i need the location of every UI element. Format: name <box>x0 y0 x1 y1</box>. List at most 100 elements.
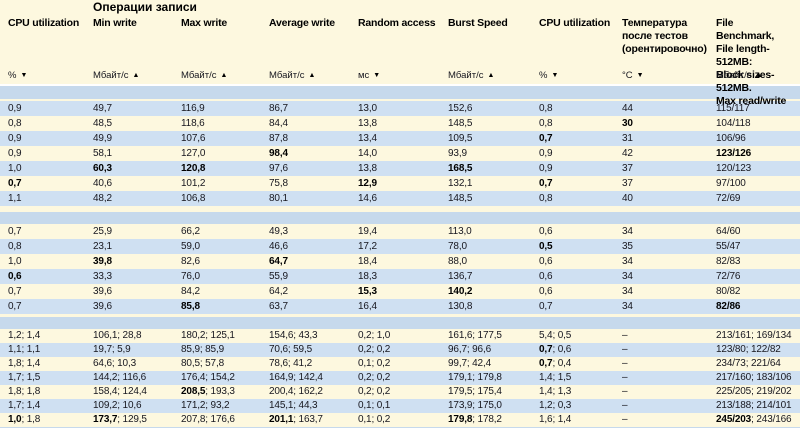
column-header: File Benchmark, File length-512MB: Block… <box>716 17 787 107</box>
table-row: 1,8; 1,4 64,6; 10,3 80,5; 57,8 78,6; 41,2 0,… <box>0 357 800 371</box>
table-row: 0,7 25,9 66,2 49,3 19,4 113,0 0,6 34 64/60 <box>0 224 800 239</box>
table-cell: 98,4 <box>269 148 288 159</box>
table-cell: 0,7 <box>8 286 22 297</box>
write-operations-group-label: Операции записи <box>93 0 197 14</box>
column-header: CPU utilization <box>539 17 611 29</box>
table-cell: 1,1; 1,1 <box>8 344 41 355</box>
sort-asc-icon: ▲ <box>487 72 495 79</box>
sort-asc-icon: ▲ <box>132 72 140 79</box>
table-row: 0,8 23,1 59,0 46,6 17,2 78,0 0,5 35 55/47 <box>0 239 800 254</box>
table-cell: 0,8 <box>8 241 22 252</box>
table-row: 1,7; 1,5 144,2; 116,6 176,4; 154,2 164,9; 1… <box>0 371 800 385</box>
table-cell: 18,4 <box>358 256 377 267</box>
table-cell: 40 <box>622 193 633 204</box>
table-cell: 19,4 <box>358 226 377 237</box>
table-cell: 80/82 <box>716 286 741 297</box>
table-cell: 13,4 <box>358 133 377 144</box>
table-cell: 14,6 <box>358 193 377 204</box>
table-row: 0,9 58,1 127,0 98,4 14,0 93,9 0,9 42 123/126 <box>0 146 800 161</box>
table-cell: 201,1; 163,7 <box>269 414 323 425</box>
table-cell: 40,6 <box>93 178 112 189</box>
table-cell: 18,3 <box>358 271 377 282</box>
table-cell: 0,6 <box>539 271 553 282</box>
table-body: 0,9 49,7 116,9 86,7 13,0 152,6 0,8 44 115/117 0,8… <box>0 86 800 428</box>
table-cell: 161,6; 177,5 <box>448 330 502 341</box>
sort-asc-icon: ▲ <box>755 72 763 79</box>
column-header: Max write <box>181 17 228 29</box>
table-cell: 49,3 <box>269 226 288 237</box>
table-cell: 33,3 <box>93 271 112 282</box>
group-spacer <box>0 317 800 329</box>
units-row: % ▼ Мбайт/с ▲ Мбайт/с ▲ Мбайт/с ▲ мс ▼ Мбайт/с ▲% ▼ °… <box>0 70 800 81</box>
table-cell: 234/73; 221/64 <box>716 358 781 369</box>
table-cell: 0,8 <box>539 118 553 129</box>
table-cell: 123/80; 122/82 <box>716 344 781 355</box>
table-row: 0,7 39,6 85,8 63,7 16,4 130,8 0,7 34 82/86 <box>0 299 800 314</box>
table-cell: 49,7 <box>93 103 112 114</box>
group-gap <box>0 314 800 317</box>
table-cell: 0,9 <box>539 163 553 174</box>
table-cell: 31 <box>622 133 633 144</box>
group-spacer <box>0 212 800 224</box>
table-cell: 207,8; 176,6 <box>181 414 235 425</box>
column-header: Average write <box>269 17 335 29</box>
table-cell: 208,5; 193,3 <box>181 386 235 397</box>
table-cell: – <box>622 330 628 341</box>
table-cell: 30 <box>622 118 633 129</box>
table-cell: 109,2; 10,6 <box>93 400 142 411</box>
sort-asc-icon: ▲ <box>220 72 228 79</box>
table-cell: 106/96 <box>716 133 746 144</box>
sort-desc-icon: ▼ <box>373 72 381 79</box>
table-cell: 99,7; 42,4 <box>448 358 492 369</box>
table-cell: 1,8; 1,4 <box>8 358 41 369</box>
table-cell: 34 <box>622 256 633 267</box>
table-row: 1,1 48,2 106,8 80,1 14,6 148,5 0,8 40 72/69 <box>0 191 800 206</box>
table-cell: 217/160; 183/106 <box>716 372 792 383</box>
table-cell: 59,0 <box>181 241 200 252</box>
table-cell: 84,2 <box>181 286 200 297</box>
group-spacer <box>0 86 800 101</box>
table-row: 1,0 39,8 82,6 64,7 18,4 88,0 0,6 34 82/83 <box>0 254 800 269</box>
table-cell: 19,7; 5,9 <box>93 344 131 355</box>
unit-label: Мбайт/с <box>448 70 484 81</box>
table-cell: 49,9 <box>93 133 112 144</box>
table-cell: 0,7; 0,6 <box>539 344 572 355</box>
table-cell: 164,9; 142,4 <box>269 372 323 383</box>
table-cell: 0,2; 0,2 <box>358 344 391 355</box>
table-cell: 82,6 <box>181 256 200 267</box>
table-cell: 48,2 <box>93 193 112 204</box>
table-row: 0,6 33,3 76,0 55,9 18,3 136,7 0,6 34 72/76 <box>0 269 800 284</box>
table-cell: 34 <box>622 286 633 297</box>
table-cell: 37 <box>622 178 633 189</box>
table-cell: 1,0 <box>8 163 22 174</box>
table-cell: 0,7 <box>8 226 22 237</box>
column-unit: Мбайт/с ▲ <box>93 70 181 81</box>
table-cell: 173,7; 129,5 <box>93 414 147 425</box>
table-cell: 39,6 <box>93 301 112 312</box>
table-cell: – <box>622 372 628 383</box>
table-cell: 0,2; 1,0 <box>358 330 391 341</box>
unit-label: Мбайт/с <box>269 70 305 81</box>
table-cell: 66,2 <box>181 226 200 237</box>
table-cell: 76,0 <box>181 271 200 282</box>
table-cell: 158,4; 124,4 <box>93 386 147 397</box>
table-cell: 0,7 <box>8 301 22 312</box>
table-cell: – <box>622 386 628 397</box>
table-cell: 120/123 <box>716 163 752 174</box>
table-cell: 39,8 <box>93 256 112 267</box>
table-cell: 1,7; 1,5 <box>8 372 41 383</box>
table-cell: 75,8 <box>269 178 288 189</box>
column-unit: Мбайт/с ▲ <box>716 70 792 81</box>
table-cell: 34 <box>622 271 633 282</box>
table-row: 1,7; 1,4 109,2; 10,6 171,2; 93,2 145,1; 44,… <box>0 399 800 413</box>
table-cell: 0,6 <box>8 271 22 282</box>
table-cell: 1,2; 1,4 <box>8 330 41 341</box>
table-cell: 13,8 <box>358 163 377 174</box>
table-cell: 0,5 <box>539 241 553 252</box>
table-cell: 1,2; 0,3 <box>539 400 572 411</box>
table-cell: 140,2 <box>448 286 473 297</box>
table-cell: 48,5 <box>93 118 112 129</box>
table-cell: 0,8 <box>8 118 22 129</box>
table-cell: 35 <box>622 241 633 252</box>
table-cell: 1,0 <box>8 256 22 267</box>
